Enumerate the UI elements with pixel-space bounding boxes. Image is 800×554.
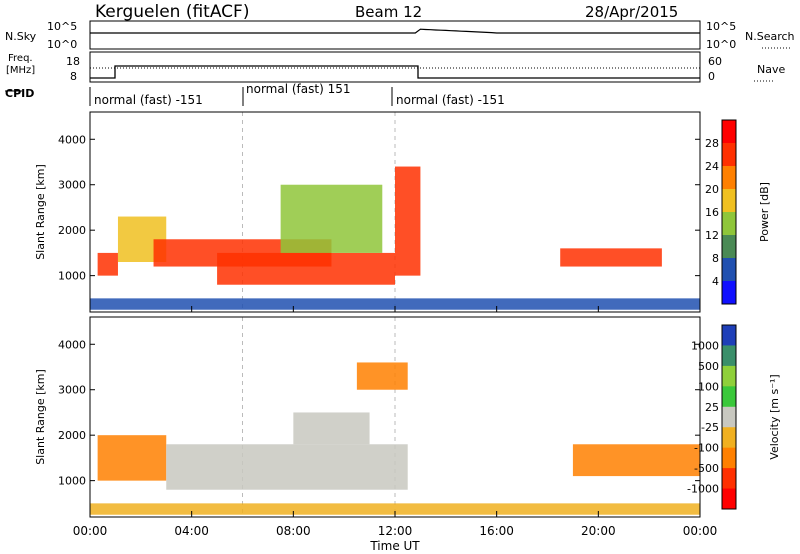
noise-tick-bottom-right: 10^0 xyxy=(706,38,736,51)
colorbar-swatch xyxy=(722,325,736,346)
data-region xyxy=(293,412,370,445)
colorbar-swatch xyxy=(722,447,736,469)
data-region xyxy=(217,252,395,285)
colorbar-tick-label: 24 xyxy=(705,160,719,173)
freq-label-line2: [MHz] xyxy=(6,65,35,76)
colorbar-swatch xyxy=(722,345,736,367)
nave-tick-top: 60 xyxy=(708,55,722,68)
cpid-segment-2: normal (fast) -151 xyxy=(396,93,505,107)
colorbar-tick-label: -1000 xyxy=(687,483,719,496)
colorbar-tick-label: 25 xyxy=(705,401,719,414)
noise-tick-top-right: 10^5 xyxy=(706,20,736,33)
velocity-colorbar-label: Velocity [m s⁻¹] xyxy=(768,374,781,459)
data-region xyxy=(97,435,167,481)
x-tick-label: 16:00 xyxy=(479,524,514,538)
y-tick-label: 3000 xyxy=(58,384,86,397)
freq-series-line xyxy=(90,65,700,79)
velocity-ylabel: Slant Range [km] xyxy=(34,369,47,465)
station-title: Kerguelen (fitACF) xyxy=(95,2,249,22)
power-panel xyxy=(90,112,700,312)
colorbar-tick-label: 1000 xyxy=(691,339,719,352)
colorbar-swatch xyxy=(722,281,736,305)
x-tick-label: 00:00 xyxy=(683,524,718,538)
data-region xyxy=(395,166,421,276)
nsearch-label: N.Search xyxy=(745,30,795,43)
noise-tick-bottom: 10^0 xyxy=(47,38,77,51)
velocity-panel xyxy=(90,317,700,517)
date-title: 28/Apr/2015 xyxy=(585,3,678,21)
colorbar-tick-label: 4 xyxy=(712,275,719,288)
freq-tick-top: 18 xyxy=(66,55,80,68)
colorbar-swatch xyxy=(722,386,736,408)
nsky-label: N.Sky xyxy=(5,30,37,43)
x-tick-label: 04:00 xyxy=(174,524,209,538)
cpid-segment-0: normal (fast) -151 xyxy=(94,93,203,107)
x-tick-label: 00:00 xyxy=(73,524,108,538)
colorbar-tick-label: 100 xyxy=(698,380,719,393)
freq-tick-bottom: 8 xyxy=(70,70,77,83)
colorbar-swatch xyxy=(722,365,736,387)
data-region xyxy=(166,444,408,490)
cpid-segment-1: normal (fast) 151 xyxy=(246,82,350,96)
colorbar-swatch xyxy=(722,166,736,190)
noise-series-line xyxy=(90,28,700,34)
y-tick-label: 1000 xyxy=(58,475,86,488)
y-tick-label: 4000 xyxy=(58,133,86,146)
x-tick-label: 12:00 xyxy=(378,524,413,538)
power-ylabel: Slant Range [km] xyxy=(34,164,47,260)
y-tick-label: 2000 xyxy=(58,429,86,442)
x-tick-label: 20:00 xyxy=(581,524,616,538)
power-yticks: 1000 2000 3000 4000 xyxy=(58,133,700,283)
x-axis-ticks: 00:00 04:00 08:00 12:00 16:00 20:00 00:00 xyxy=(73,306,718,538)
data-region xyxy=(90,503,700,515)
colorbar-frame xyxy=(721,324,737,510)
velocity-colorbar: 1000 500 100 25 -25 -100 -500 -1000 xyxy=(687,324,737,510)
colorbar-swatch xyxy=(722,143,736,167)
nave-label: Nave xyxy=(757,63,785,76)
data-region xyxy=(560,248,662,267)
data-region xyxy=(280,184,383,253)
colorbar-swatch xyxy=(722,212,736,236)
colorbar-tick-label: 28 xyxy=(705,137,719,150)
freq-label-line1: Freq. xyxy=(8,53,33,64)
beam-title: Beam 12 xyxy=(355,3,422,21)
x-tick-label: 08:00 xyxy=(276,524,311,538)
colorbar-tick-label: 20 xyxy=(705,183,719,196)
colorbar-tick-label: -25 xyxy=(701,421,719,434)
data-region xyxy=(90,298,700,310)
colorbar-swatch xyxy=(722,258,736,282)
colorbar-frame xyxy=(721,119,737,305)
colorbar-swatch xyxy=(722,189,736,213)
colorbar-tick-label: 8 xyxy=(712,252,719,265)
velocity-yticks: 1000 2000 3000 4000 xyxy=(58,338,700,488)
colorbar-swatch xyxy=(722,427,736,449)
x-axis-label: Time UT xyxy=(369,539,420,553)
nave-tick-bottom: 0 xyxy=(708,70,715,83)
colorbar-tick-label: -500 xyxy=(694,462,719,475)
noise-panel-frame xyxy=(89,20,701,50)
data-region xyxy=(356,362,408,390)
colorbar-tick-label: 16 xyxy=(705,206,719,219)
y-tick-label: 4000 xyxy=(58,338,86,351)
colorbar-swatch xyxy=(722,120,736,144)
cpid-label: CPID xyxy=(5,87,34,100)
y-tick-label: 3000 xyxy=(58,179,86,192)
colorbar-swatch xyxy=(722,468,736,490)
colorbar-tick-label: 12 xyxy=(705,229,719,242)
power-colorbar: 4 8 12 16 20 24 28 xyxy=(705,119,737,305)
colorbar-swatch xyxy=(722,406,736,428)
colorbar-tick-label: 500 xyxy=(698,360,719,373)
colorbar-swatch xyxy=(722,488,736,510)
freq-panel-frame xyxy=(89,51,701,83)
colorbar-swatch xyxy=(722,235,736,259)
data-region xyxy=(97,252,118,276)
y-tick-label: 2000 xyxy=(58,224,86,237)
data-region xyxy=(572,444,700,477)
colorbar-tick-label: -100 xyxy=(694,442,719,455)
power-colorbar-label: Power [dB] xyxy=(758,182,771,242)
noise-tick-top: 10^5 xyxy=(47,20,77,33)
y-tick-label: 1000 xyxy=(58,270,86,283)
